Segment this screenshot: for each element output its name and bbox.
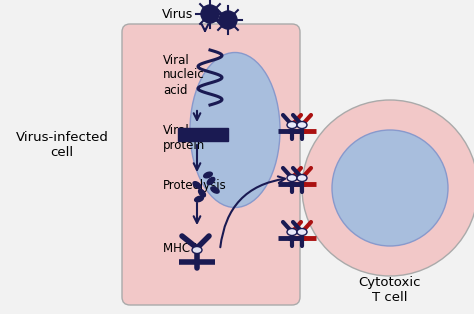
- Text: Proteolysis: Proteolysis: [163, 178, 227, 192]
- Text: Viral
nucleic
acid: Viral nucleic acid: [163, 53, 205, 96]
- Circle shape: [302, 100, 474, 276]
- Ellipse shape: [212, 186, 218, 194]
- Text: Virus: Virus: [162, 8, 193, 21]
- FancyBboxPatch shape: [122, 24, 300, 305]
- Ellipse shape: [192, 246, 202, 253]
- Ellipse shape: [287, 229, 297, 236]
- Circle shape: [219, 11, 237, 29]
- Ellipse shape: [297, 175, 307, 181]
- Ellipse shape: [208, 177, 214, 185]
- Ellipse shape: [204, 171, 212, 178]
- Text: Virus-infected
cell: Virus-infected cell: [16, 131, 109, 159]
- Ellipse shape: [287, 122, 297, 128]
- Ellipse shape: [190, 52, 280, 208]
- Text: Viral
protein: Viral protein: [163, 124, 205, 152]
- Text: MHC I: MHC I: [163, 241, 197, 255]
- Circle shape: [332, 130, 448, 246]
- Ellipse shape: [287, 175, 297, 181]
- Ellipse shape: [297, 122, 307, 128]
- Bar: [178, 128, 228, 141]
- Text: Cytotoxic
T cell: Cytotoxic T cell: [359, 276, 421, 304]
- Ellipse shape: [195, 195, 203, 203]
- Ellipse shape: [297, 229, 307, 236]
- Ellipse shape: [200, 188, 205, 198]
- Circle shape: [201, 5, 219, 23]
- Ellipse shape: [193, 182, 201, 188]
